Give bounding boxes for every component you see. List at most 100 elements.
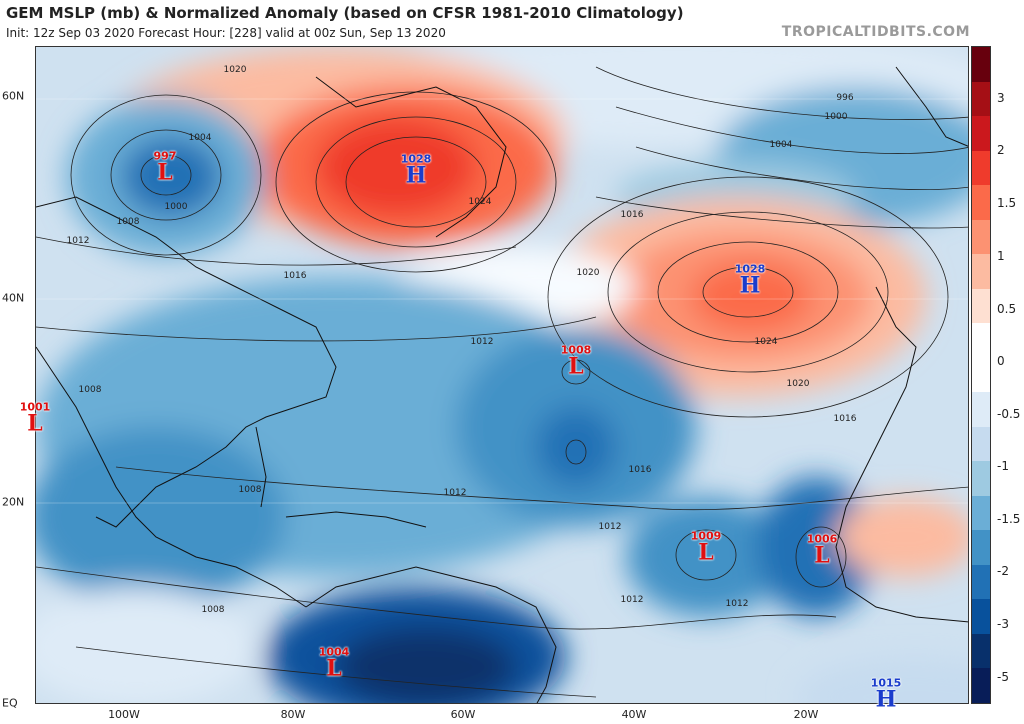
colorbar-segment (972, 633, 990, 669)
longitude-label: 60W (450, 708, 476, 721)
isobar-label: 1020 (576, 268, 600, 278)
pressure-center-letter: L (157, 159, 173, 186)
pressure-value: 1009 (690, 529, 722, 543)
isobar-label: 1012 (725, 599, 749, 609)
isobar-label: 1004 (188, 133, 212, 143)
isobar-label: 1000 (824, 112, 848, 122)
latitude-label: 20N (2, 495, 25, 509)
map-title: GEM MSLP (mb) & Normalized Anomaly (base… (6, 4, 684, 22)
colorbar-segment (972, 185, 990, 221)
map-subtitle: Init: 12z Sep 03 2020 Forecast Hour: [22… (6, 26, 446, 40)
isobar-label: 996 (836, 93, 854, 103)
pressure-value: 1008 (560, 343, 592, 357)
colorbar (971, 46, 991, 704)
colorbar-tick-label: -2 (997, 564, 1009, 578)
low-pressure-marker: 997 L (154, 151, 177, 184)
isobar-label: 1020 (786, 379, 810, 389)
colorbar-segment (972, 392, 990, 428)
low-pressure-marker: 1006 L (807, 534, 838, 567)
longitude-label: 40W (621, 708, 647, 721)
pressure-center-letter: H (739, 272, 761, 299)
map-panel (35, 46, 969, 704)
graticule (36, 98, 968, 504)
high-pressure-marker: 1028 H (401, 154, 432, 187)
low-pressure-marker: 1008 L (561, 345, 592, 378)
latitude-label: EQ (2, 696, 18, 710)
isobar-label: 1024 (468, 197, 492, 207)
high-pressure-marker: 1015 H (871, 678, 902, 711)
colorbar-tick-label: 2 (997, 143, 1005, 157)
colorbar-segment (972, 530, 990, 566)
pressure-center-letter: H (405, 162, 427, 189)
pressure-value: 1006 (806, 532, 838, 546)
anomaly-field (36, 47, 968, 703)
isobar-label: 1008 (201, 605, 225, 615)
colorbar-segment (972, 357, 990, 393)
low-pressure-marker: 1004 L (319, 647, 350, 680)
isobar-label: 1008 (116, 217, 140, 227)
colorbar-tick-label: -0.5 (997, 407, 1021, 421)
pressure-center-letter: L (27, 410, 43, 437)
isobar-label: 1008 (78, 385, 102, 395)
latitude-label: 60N (2, 89, 25, 103)
isobar-label: 1020 (223, 65, 247, 75)
high-pressure-marker: 1028 H (735, 264, 766, 297)
isobar-label: 1008 (238, 485, 262, 495)
pressure-value: 997 (153, 149, 177, 163)
colorbar-segment (972, 116, 990, 152)
colorbar-segment (972, 564, 990, 600)
isobar-label: 1016 (628, 465, 652, 475)
isobar-label: 1016 (283, 271, 307, 281)
isobar-label: 1000 (164, 202, 188, 212)
colorbar-tick-label: -1.5 (997, 512, 1021, 526)
pressure-value: 1004 (318, 645, 350, 659)
longitude-label: 80W (280, 708, 306, 721)
isobar-label: 1004 (769, 140, 793, 150)
latitude-label: 40N (2, 291, 25, 305)
pressure-value: 1028 (400, 152, 432, 166)
colorbar-segment (972, 288, 990, 324)
isobar-label: 1012 (66, 236, 90, 246)
colorbar-tick-label: 0.5 (997, 302, 1017, 316)
isobar-label: 1012 (620, 595, 644, 605)
colorbar-segment (972, 599, 990, 635)
colorbar-tick-label: 1.5 (997, 196, 1017, 210)
colorbar-segment (972, 81, 990, 117)
isobar-label: 1016 (833, 414, 857, 424)
isobar-label: 1012 (598, 522, 622, 532)
colorbar-tick-label: -1 (997, 459, 1009, 473)
isobar-label: 1012 (443, 488, 467, 498)
pressure-center-letter: L (698, 539, 714, 566)
colorbar-segment (972, 219, 990, 255)
pressure-center-letter: L (568, 353, 584, 380)
pressure-center-letter: L (326, 655, 342, 682)
pressure-value: 1028 (734, 262, 766, 276)
colorbar-segment (972, 254, 990, 290)
pressure-value: 1001 (19, 400, 51, 414)
isobars (36, 66, 968, 698)
longitude-label: 100W (108, 708, 140, 721)
colorbar-segment (972, 668, 990, 704)
colorbar-tick-label: -5 (997, 670, 1009, 684)
colorbar-segment (972, 47, 990, 83)
colorbar-segment (972, 495, 990, 531)
isobar-label: 1024 (754, 337, 778, 347)
low-pressure-marker: 1009 L (691, 531, 722, 564)
coastlines (36, 66, 968, 703)
colorbar-tick-label: 0 (997, 354, 1005, 368)
low-pressure-marker: 1001 L (20, 402, 51, 435)
colorbar-tick-label: 3 (997, 91, 1005, 105)
isobar-label: 1016 (620, 210, 644, 220)
colorbar-tick-label: 1 (997, 249, 1005, 263)
pressure-center-letter: L (814, 542, 830, 569)
colorbar-segment (972, 426, 990, 462)
brand-watermark: TROPICALTIDBITS.COM (781, 24, 970, 40)
colorbar-tick-label: -3 (997, 617, 1009, 631)
colorbar-segment (972, 323, 990, 359)
isobar-label: 1012 (470, 337, 494, 347)
longitude-label: 20W (793, 708, 819, 721)
anomaly-map (36, 47, 968, 703)
pressure-center-letter: H (875, 686, 897, 713)
colorbar-segment (972, 150, 990, 186)
colorbar-segment (972, 461, 990, 497)
